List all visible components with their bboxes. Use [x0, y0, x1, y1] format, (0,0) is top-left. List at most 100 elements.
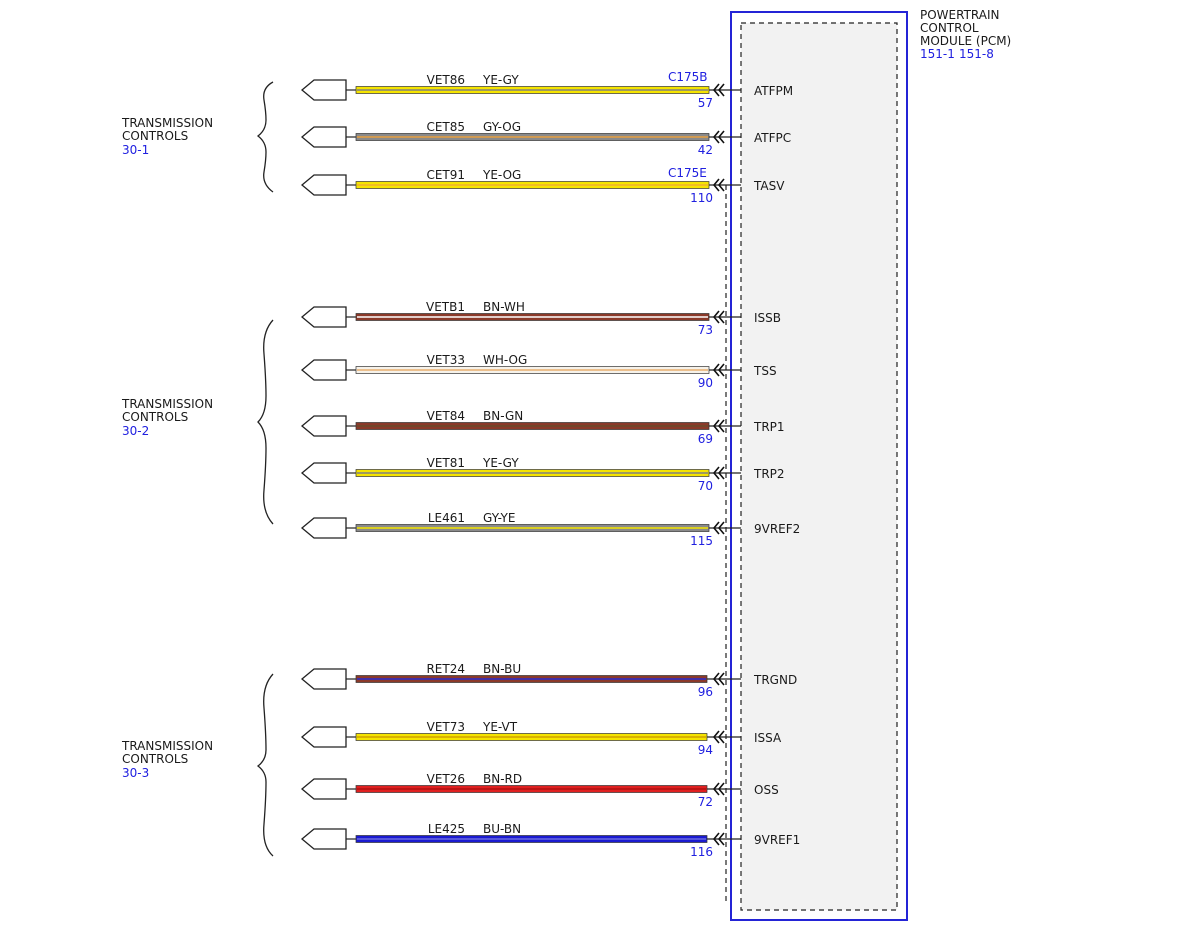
circuit-label: CET91 [426, 168, 465, 182]
pcm-title: POWERTRAIN CONTROL MODULE (PCM) 151-1 15… [920, 8, 1011, 61]
pin-number[interactable]: 116 [690, 845, 713, 859]
pin-arrow-icon [712, 130, 725, 144]
group-name-line: TRANSMISSION [121, 116, 213, 130]
off-page-connector-icon[interactable] [300, 828, 347, 850]
off-page-connector-icon[interactable] [300, 726, 347, 748]
wire-row[interactable]: VETB1 BN-WH 73 ISSB [300, 300, 781, 337]
off-page-connector-icon[interactable] [300, 126, 347, 148]
wire-row[interactable]: CET91 YE-OG 110 TASV [300, 168, 785, 205]
circuit-label: VETB1 [426, 300, 465, 314]
pin-number[interactable]: 73 [698, 323, 713, 337]
pin-arrow-icon [712, 466, 725, 480]
wire-color-code: BN-RD [483, 772, 522, 786]
wire-color-code: GY-YE [483, 511, 515, 525]
off-page-connector-icon[interactable] [300, 174, 347, 196]
pin-number[interactable]: 70 [698, 479, 713, 493]
pcm-title-line: POWERTRAIN [920, 8, 1000, 22]
wire-row[interactable]: RET24 BN-BU 96 TRGND [300, 662, 797, 699]
wire-color-code: BN-WH [483, 300, 525, 314]
group-brace-30-3 [256, 673, 274, 857]
pin-number[interactable]: 90 [698, 376, 713, 390]
pin-arrow-icon [712, 83, 725, 97]
wire-row[interactable]: CET85 GY-OG 42 ATFPC [300, 120, 791, 157]
off-page-connector-icon[interactable] [300, 306, 347, 328]
circuit-label: LE461 [428, 511, 465, 525]
signal-name: ATFPC [754, 131, 791, 145]
wire-color-code: GY-OG [483, 120, 521, 134]
wire-color-code: YE-VT [482, 720, 518, 734]
circuit-label: VET26 [427, 772, 465, 786]
group-ref[interactable]: 30-1 [122, 143, 149, 157]
group-name-line: TRANSMISSION [121, 739, 213, 753]
wire-list: VET86 YE-GY 57 ATFPM CET85 GY-OG 42 ATFPC CET91 Y… [300, 73, 800, 859]
pin-number[interactable]: 42 [698, 143, 713, 157]
circuit-label: VET73 [427, 720, 465, 734]
signal-name: 9VREF2 [754, 522, 800, 536]
pin-arrow-icon [712, 832, 725, 846]
circuit-label: RET24 [426, 662, 465, 676]
signal-name: TRP2 [753, 467, 785, 481]
off-page-connector-icon[interactable] [300, 668, 347, 690]
pcm-title-line: CONTROL [920, 21, 979, 35]
off-page-connector-icon[interactable] [300, 79, 347, 101]
pcm-module-inner [740, 22, 898, 911]
pcm-ref[interactable]: 151-8 [959, 47, 994, 61]
group-label-30-3: TRANSMISSION CONTROLS 30-3 [121, 739, 213, 780]
group-name-line: CONTROLS [122, 129, 188, 143]
pin-arrow-icon [712, 521, 725, 535]
group-brace-30-2 [257, 319, 274, 525]
off-page-connector-icon[interactable] [300, 359, 347, 381]
pin-arrow-icon [712, 178, 725, 192]
connector-label-c175b[interactable]: C175B [668, 70, 708, 84]
connector-label-c175e[interactable]: C175E [668, 166, 707, 180]
group-ref[interactable]: 30-2 [122, 424, 149, 438]
pcm-title-line: MODULE (PCM) [920, 34, 1011, 48]
pcm-module [725, 11, 908, 921]
off-page-connector-icon[interactable] [300, 462, 347, 484]
group-label-30-1: TRANSMISSION CONTROLS 30-1 [121, 116, 213, 157]
pin-number[interactable]: 57 [698, 96, 713, 110]
pin-number[interactable]: 115 [690, 534, 713, 548]
off-page-connector-icon[interactable] [300, 415, 347, 437]
signal-name: TSS [753, 364, 777, 378]
pin-arrow-icon [712, 419, 725, 433]
group-name-line: TRANSMISSION [121, 397, 213, 411]
pin-number[interactable]: 69 [698, 432, 713, 446]
pin-number[interactable]: 94 [698, 743, 713, 757]
signal-name: ISSA [754, 731, 782, 745]
wire-row[interactable]: VET84 BN-GN 69 TRP1 [300, 409, 785, 446]
wire-row[interactable]: LE425 BU-BN 116 9VREF1 [300, 822, 800, 859]
wire-row[interactable]: LE461 GY-YE 115 9VREF2 [300, 511, 800, 548]
wire-row[interactable]: VET86 YE-GY 57 ATFPM [300, 73, 793, 110]
wire-color-code: WH-OG [483, 353, 527, 367]
group-label-30-2: TRANSMISSION CONTROLS 30-2 [121, 397, 213, 438]
pin-number[interactable]: 110 [690, 191, 713, 205]
pin-number[interactable]: 72 [698, 795, 713, 809]
wire-row[interactable]: VET33 WH-OG 90 TSS [300, 353, 777, 390]
group-brace-30-1 [256, 81, 274, 193]
circuit-label: LE425 [428, 822, 465, 836]
off-page-connector-icon[interactable] [300, 517, 347, 539]
circuit-label: CET85 [426, 120, 465, 134]
wire-row[interactable]: VET26 BN-RD 72 OSS [300, 772, 779, 809]
group-name-line: CONTROLS [122, 752, 188, 766]
pin-number[interactable]: 96 [698, 685, 713, 699]
pin-arrow-icon [712, 782, 725, 796]
circuit-label: VET84 [427, 409, 465, 423]
signal-name: TASV [753, 179, 785, 193]
wire-color-code: BN-BU [483, 662, 521, 676]
signal-name: OSS [754, 783, 779, 797]
signal-name: TRGND [753, 673, 797, 687]
wire-row[interactable]: VET81 YE-GY 70 TRP2 [300, 456, 785, 493]
wire-color-code: BN-GN [483, 409, 523, 423]
off-page-connector-icon[interactable] [300, 778, 347, 800]
wire-color-code: YE-GY [482, 456, 519, 470]
signal-name: 9VREF1 [754, 833, 800, 847]
wire-row[interactable]: VET73 YE-VT 94 ISSA [300, 720, 782, 757]
signal-name: TRP1 [753, 420, 785, 434]
pcm-ref[interactable]: 151-1 [920, 47, 955, 61]
group-ref[interactable]: 30-3 [122, 766, 149, 780]
pin-arrow-icon [712, 363, 725, 377]
pin-arrow-icon [712, 730, 725, 744]
